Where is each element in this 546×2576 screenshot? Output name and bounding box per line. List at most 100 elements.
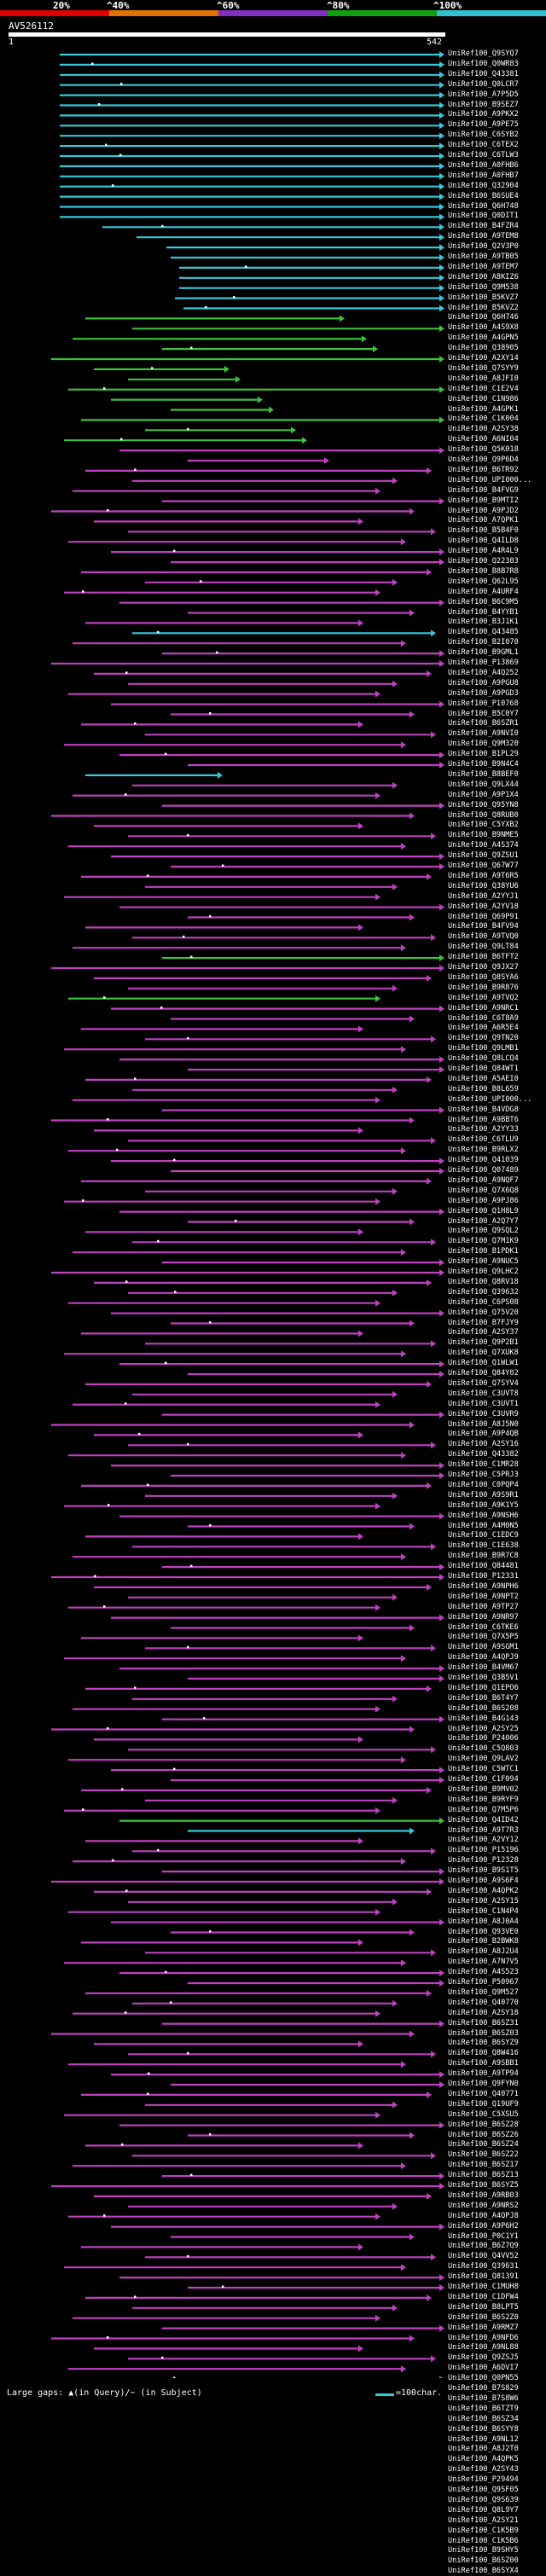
hit-label[interactable]: UniRef100_A9NRS2: [448, 2201, 519, 2210]
hit-label[interactable]: UniRef100_A9PJD2: [448, 506, 519, 515]
hit-label[interactable]: UniRef100_A8J0A4: [448, 1917, 519, 1926]
hit-label[interactable]: UniRef100_Q67W77: [448, 862, 519, 870]
hit-label[interactable]: UniRef100_Q1H8L9: [448, 1206, 519, 1215]
hit-label[interactable]: UniRef100_B9MTI2: [448, 496, 519, 505]
hit-label[interactable]: UniRef100_C6T8A9: [448, 1013, 519, 1023]
hit-label[interactable]: UniRef100_C1K5B9: [448, 2526, 519, 2535]
hit-label[interactable]: UniRef100_B6SZ28: [448, 2120, 519, 2129]
hit-label[interactable]: UniRef100_P13869: [448, 659, 519, 667]
hit-label[interactable]: UniRef100_B6SYZ9: [448, 2039, 519, 2048]
hit-label[interactable]: UniRef100_Q9LT84: [448, 943, 519, 952]
hit-label[interactable]: UniRef100_A9BBT6: [448, 1115, 519, 1124]
hit-label[interactable]: UniRef100_B2I070: [448, 638, 519, 647]
hit-label[interactable]: UniRef100_Q19UF9: [448, 2099, 519, 2109]
hit-label[interactable]: UniRef100_Q8W416: [448, 2049, 519, 2058]
hit-label[interactable]: UniRef100_A9PE75: [448, 120, 519, 130]
hit-label[interactable]: UniRef100_A2YY33: [448, 1125, 519, 1134]
hit-label[interactable]: UniRef100_A4M0N5: [448, 1521, 519, 1530]
hit-label[interactable]: UniRef100_A9NRC1: [448, 1003, 519, 1012]
hit-label[interactable]: UniRef100_Q8RV18: [448, 1277, 519, 1286]
hit-label[interactable]: UniRef100_Q0DIT1: [448, 212, 519, 221]
hit-label[interactable]: UniRef100_Q75V20: [448, 1308, 519, 1317]
hit-label[interactable]: UniRef100_Q1EPO6: [448, 1683, 519, 1692]
hit-label[interactable]: UniRef100_A8J5N0: [448, 1419, 519, 1429]
hit-label[interactable]: UniRef100_C1F094: [448, 1775, 519, 1784]
hit-label[interactable]: UniRef100_A4S9X8: [448, 323, 519, 333]
hit-label[interactable]: UniRef100_C3UVT1: [448, 1399, 519, 1408]
hit-label[interactable]: UniRef100_C1N986: [448, 394, 519, 403]
hit-label[interactable]: UniRef100_A9NL12: [448, 2434, 519, 2444]
hit-label[interactable]: UniRef100_C1E638: [448, 1541, 519, 1551]
hit-label[interactable]: UniRef100_B1PDK1: [448, 1247, 519, 1256]
hit-label[interactable]: UniRef100_Q6H746: [448, 313, 519, 322]
hit-label[interactable]: UniRef100_A2SY43: [448, 2465, 519, 2474]
hit-label[interactable]: UniRef100_Q43485: [448, 628, 519, 637]
hit-label[interactable]: UniRef100_B6S208: [448, 1703, 519, 1713]
hit-label[interactable]: UniRef100_Q9M527: [448, 1987, 519, 1997]
hit-label[interactable]: UniRef100_B2BWK8: [448, 1937, 519, 1947]
hit-label[interactable]: UniRef100_Q8RUB0: [448, 810, 519, 820]
hit-label[interactable]: UniRef100_B6SYY8: [448, 2424, 519, 2434]
hit-label[interactable]: UniRef100_A4GPK1: [448, 404, 519, 414]
hit-label[interactable]: UniRef100_A9SBB1: [448, 2059, 519, 2068]
hit-label[interactable]: UniRef100_C6PS08: [448, 1297, 519, 1307]
hit-label[interactable]: UniRef100_B6SZ31: [448, 2018, 519, 2028]
hit-label[interactable]: UniRef100_B6SUE4: [448, 191, 519, 200]
hit-label[interactable]: UniRef100_Q69P91: [448, 912, 519, 921]
hit-label[interactable]: UniRef100_A9NL88: [448, 2343, 519, 2353]
hit-label[interactable]: UniRef100_C5YXB2: [448, 821, 519, 830]
hit-label[interactable]: UniRef100_Q3B5V1: [448, 1674, 519, 1682]
hit-label[interactable]: UniRef100_B9R7C8: [448, 1552, 519, 1561]
hit-label[interactable]: UniRef100_A8J2U4: [448, 1947, 519, 1957]
hit-label[interactable]: UniRef100_C5WTC1: [448, 1765, 519, 1774]
hit-label[interactable]: UniRef100_A2SY37: [448, 1328, 519, 1337]
hit-label[interactable]: UniRef100_A9K1Y5: [448, 1500, 519, 1510]
hit-label[interactable]: UniRef100_B6T4Y7: [448, 1693, 519, 1703]
hit-label[interactable]: UniRef100_B6SZ00: [448, 2556, 519, 2566]
hit-label[interactable]: UniRef100_P29494: [448, 2475, 519, 2485]
hit-label[interactable]: UniRef100_Q4ILD8: [448, 537, 519, 546]
hit-label[interactable]: UniRef100_A8JFI0: [448, 374, 519, 383]
hit-label[interactable]: UniRef100_A9NUC5: [448, 1257, 519, 1267]
hit-label[interactable]: UniRef100_Q9SF05: [448, 2486, 519, 2494]
hit-label[interactable]: UniRef100_C1MUH8: [448, 2283, 519, 2291]
hit-label[interactable]: UniRef100_Q2V3P0: [448, 242, 519, 252]
hit-label[interactable]: UniRef100_Q9S639: [448, 2495, 519, 2504]
hit-label[interactable]: UniRef100_C1E2V4: [448, 384, 519, 393]
hit-label[interactable]: UniRef100_B6TR92: [448, 465, 519, 474]
hit-label[interactable]: UniRef100_B6SZR1: [448, 719, 519, 728]
hit-label[interactable]: UniRef100_Q9JX27: [448, 963, 519, 972]
hit-label[interactable]: UniRef100_Q38YU6: [448, 881, 519, 891]
hit-label[interactable]: UniRef100_A8KIZ6: [448, 272, 519, 281]
hit-label[interactable]: UniRef100_Q7XUK8: [448, 1349, 519, 1358]
hit-label[interactable]: UniRef100_B4VDG8: [448, 1105, 519, 1114]
hit-label[interactable]: UniRef100_A9PGD3: [448, 688, 519, 698]
hit-label[interactable]: UniRef100_Q39631: [448, 2262, 519, 2271]
hit-label[interactable]: UniRef100_A7N7V5: [448, 1958, 519, 1967]
hit-label[interactable]: UniRef100_B7FJY9: [448, 1318, 519, 1327]
hit-label[interactable]: UniRef100_A9PJ86: [448, 1196, 519, 1205]
hit-label[interactable]: UniRef100_A9TB05: [448, 252, 519, 261]
hit-label[interactable]: UniRef100_C1EDC9: [448, 1531, 519, 1540]
hit-label[interactable]: UniRef100_Q43382: [448, 1450, 519, 1459]
hit-label[interactable]: UniRef100_A5AEI0: [448, 1074, 519, 1083]
hit-label[interactable]: UniRef100_B5C0Y7: [448, 709, 519, 718]
hit-label[interactable]: UniRef100_B5KVZ7: [448, 293, 519, 302]
hit-label[interactable]: UniRef100_A2YV18: [448, 902, 519, 911]
hit-label[interactable]: UniRef100_Q9LHC2: [448, 1268, 519, 1276]
hit-label[interactable]: UniRef100_A9NVI0: [448, 729, 519, 739]
hit-label[interactable]: UniRef100_Q84481: [448, 1562, 519, 1571]
hit-label[interactable]: UniRef100_A9TP27: [448, 1602, 519, 1611]
hit-label[interactable]: UniRef100_A2SY38: [448, 425, 519, 434]
hit-label[interactable]: UniRef100_B4VM67: [448, 1663, 519, 1673]
hit-label[interactable]: UniRef100_A9P4QB: [448, 1430, 519, 1439]
hit-label[interactable]: UniRef100_Q7SYV4: [448, 1378, 519, 1388]
hit-label[interactable]: UniRef100_C1K004: [448, 415, 519, 424]
hit-label[interactable]: UniRef100_B6TFT2: [448, 953, 519, 962]
hit-label[interactable]: UniRef100_P50967: [448, 1978, 519, 1987]
hit-label[interactable]: UniRef100_B4FV94: [448, 922, 519, 931]
hit-label[interactable]: UniRef100_B6SYZ5: [448, 2181, 519, 2190]
hit-label[interactable]: UniRef100_B6SZ03: [448, 2028, 519, 2038]
hit-label[interactable]: UniRef100_B9NME5: [448, 831, 519, 840]
hit-label[interactable]: UniRef100_A9PKX2: [448, 110, 519, 119]
